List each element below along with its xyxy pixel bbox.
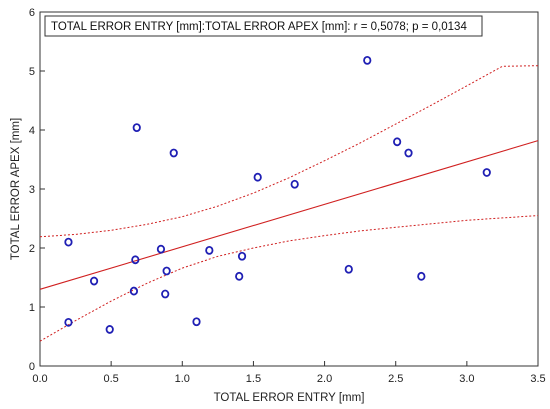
data-point [393, 137, 402, 147]
data-point [129, 286, 139, 296]
data-point [482, 168, 491, 177]
data-points [64, 55, 491, 334]
data-point [64, 237, 73, 247]
x-tick-label: 0.0 [32, 373, 47, 385]
data-point [205, 245, 214, 255]
y-tick-label: 2 [29, 243, 35, 255]
data-point [161, 289, 170, 299]
data-point [131, 255, 140, 265]
data-point [404, 148, 413, 158]
data-point [162, 266, 171, 276]
y-tick-label: 0 [29, 361, 35, 373]
x-tick-label: 0.5 [103, 373, 118, 385]
confidence-upper-curve [39, 65, 539, 238]
x-tick-label: 2.5 [388, 373, 403, 385]
y-tick-label: 5 [29, 66, 35, 78]
data-point [417, 271, 426, 281]
legend-box: TOTAL ERROR ENTRY [mm]:TOTAL ERROR APEX … [44, 15, 483, 37]
x-tick-label: 1.0 [175, 373, 190, 385]
x-tick-label: 1.5 [246, 373, 261, 385]
data-point [237, 251, 247, 261]
x-tick-label: 3.5 [530, 373, 545, 385]
x-tick-label: 3.0 [459, 373, 474, 385]
data-point [105, 325, 114, 334]
confidence-band [39, 65, 539, 342]
data-point [169, 148, 178, 158]
data-point [235, 271, 244, 281]
confidence-lower-curve [39, 215, 539, 342]
plot-frame [39, 11, 539, 367]
legend-text: TOTAL ERROR ENTRY [mm]:TOTAL ERROR APEX … [51, 21, 467, 33]
data-point [156, 244, 166, 254]
data-point [253, 172, 262, 182]
y-axis-label: TOTAL ERROR APEX [mm] [10, 118, 22, 260]
y-tick-label: 3 [29, 184, 35, 196]
x-tick-label: 2.0 [317, 373, 332, 385]
data-point [192, 317, 201, 327]
data-point [132, 123, 141, 133]
legend-frame [44, 15, 483, 37]
y-axis-ticks: 0 1 2 3 4 5 6 [29, 7, 45, 373]
data-point [290, 179, 299, 189]
x-axis-ticks: 0.0 0.5 1.0 1.5 2.0 2.5 3.0 3.5 [32, 361, 546, 385]
fit-line [39, 140, 539, 290]
data-point [344, 264, 353, 274]
y-tick-label: 1 [29, 302, 35, 314]
y-tick-label: 6 [29, 7, 35, 19]
x-axis-label: TOTAL ERROR ENTRY [mm] [214, 392, 365, 404]
data-point [363, 55, 372, 65]
y-tick-label: 4 [29, 125, 35, 137]
data-point [64, 317, 73, 327]
regression-line [39, 140, 539, 290]
data-point [89, 276, 99, 286]
